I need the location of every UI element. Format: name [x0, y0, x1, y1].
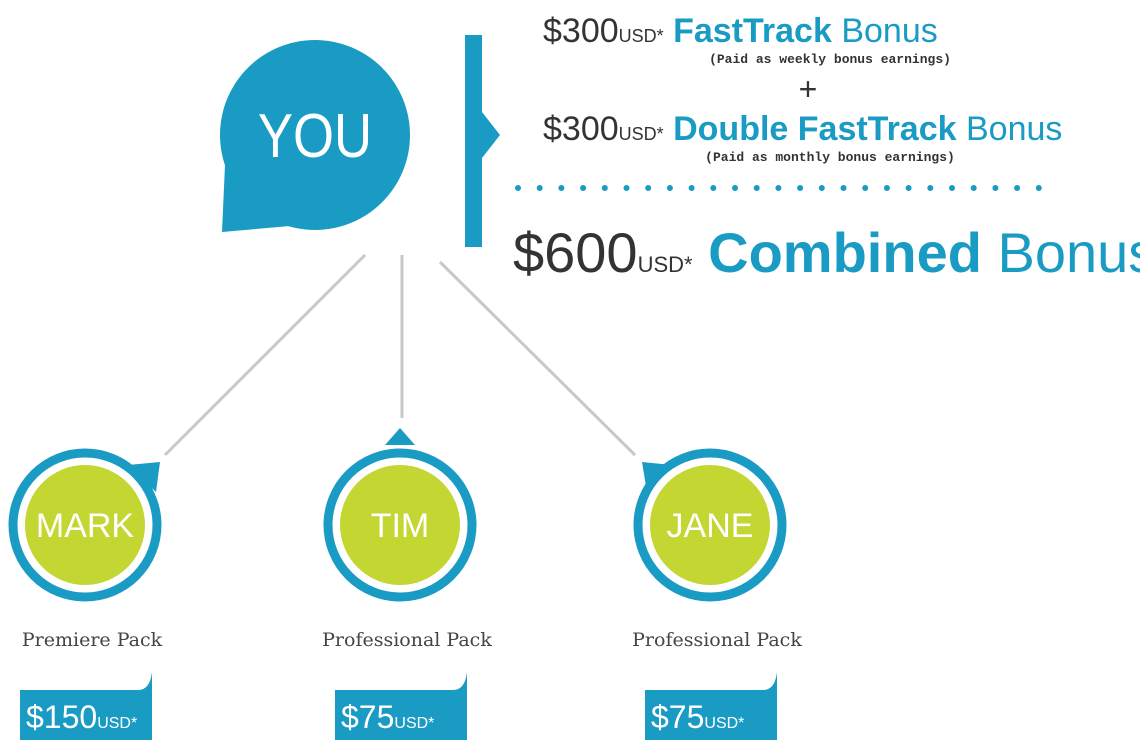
member-circle [25, 465, 145, 585]
dot [1035, 185, 1042, 191]
member-circle [340, 465, 460, 585]
dot [927, 185, 934, 191]
member-tail [642, 462, 672, 492]
dot [949, 185, 955, 191]
dot [515, 185, 521, 191]
member-pack: Professional Pack [632, 629, 802, 651]
bonus-suffix: Bonus [841, 12, 937, 50]
bonus-name: FastTrack [673, 12, 832, 50]
amount: $300 [543, 110, 619, 148]
price-amount: $75 [341, 699, 394, 735]
bonus-name: Double FastTrack [673, 110, 957, 148]
price-box [20, 672, 152, 740]
member-name: TIM [371, 507, 430, 545]
dot [580, 185, 587, 191]
unit: USD* [619, 124, 664, 144]
dot [623, 185, 630, 191]
price-box [335, 672, 467, 740]
dot [536, 185, 543, 191]
dot [732, 185, 738, 191]
total-name: Combined [708, 221, 982, 284]
member-name: JANE [667, 507, 754, 545]
member-tail [385, 428, 415, 445]
price: $75USD* [341, 699, 434, 735]
divider-bar [465, 35, 482, 247]
member-pack: Professional Pack [322, 629, 492, 651]
dot [905, 185, 912, 191]
bonus-note: (Paid as monthly bonus earnings) [705, 150, 955, 165]
bonus-line: $300USD* FastTrack Bonus [543, 12, 938, 50]
dot [992, 185, 999, 191]
amount: $600 [513, 221, 638, 284]
dot [818, 185, 825, 191]
member-circle [650, 465, 770, 585]
you-bubble: YOU [220, 40, 410, 232]
unit: USD* [638, 252, 693, 277]
member-ring [633, 448, 787, 602]
member-tail [128, 462, 160, 492]
price-amount: $75 [651, 699, 704, 735]
amount: $300 [543, 12, 619, 50]
dot [666, 185, 673, 191]
dot [883, 185, 890, 191]
bonus-suffix: Bonus [966, 110, 1062, 148]
dot [688, 185, 695, 191]
dot [970, 185, 977, 191]
price-unit: USD* [704, 715, 744, 732]
dot [775, 185, 782, 191]
member-name: MARK [36, 507, 135, 545]
dot [601, 185, 608, 191]
dot [862, 185, 869, 191]
connectors [163, 253, 637, 457]
total-suffix: Bonus [997, 221, 1140, 284]
dot [645, 185, 652, 191]
member-pack: Premiere Pack [22, 629, 163, 651]
price: $75USD* [651, 699, 744, 735]
price-amount: $150 [26, 699, 97, 735]
bonus-line: $300USD* Double FastTrack Bonus [543, 110, 1062, 148]
dot [797, 185, 804, 191]
price-unit: USD* [97, 715, 137, 732]
dot [840, 185, 847, 191]
you-label: YOU [258, 102, 372, 171]
bonus-note: (Paid as weekly bonus earnings) [709, 52, 951, 67]
plus: + [799, 71, 818, 107]
dot [558, 185, 565, 191]
dot [753, 185, 760, 191]
divider-arrow [482, 112, 500, 158]
connector [163, 253, 367, 457]
price: $150USD* [26, 699, 137, 735]
you-circle [220, 40, 410, 230]
dot [710, 185, 717, 191]
you-tail [222, 165, 290, 232]
unit: USD* [619, 26, 664, 46]
price-box [645, 672, 777, 740]
total-line: $600USD* Combined Bonus [513, 221, 1140, 284]
price-unit: USD* [394, 715, 434, 732]
dot [1014, 185, 1021, 191]
member-ring [8, 448, 162, 602]
connector [438, 260, 637, 457]
dot-row [515, 185, 1042, 191]
member-ring [323, 448, 477, 602]
